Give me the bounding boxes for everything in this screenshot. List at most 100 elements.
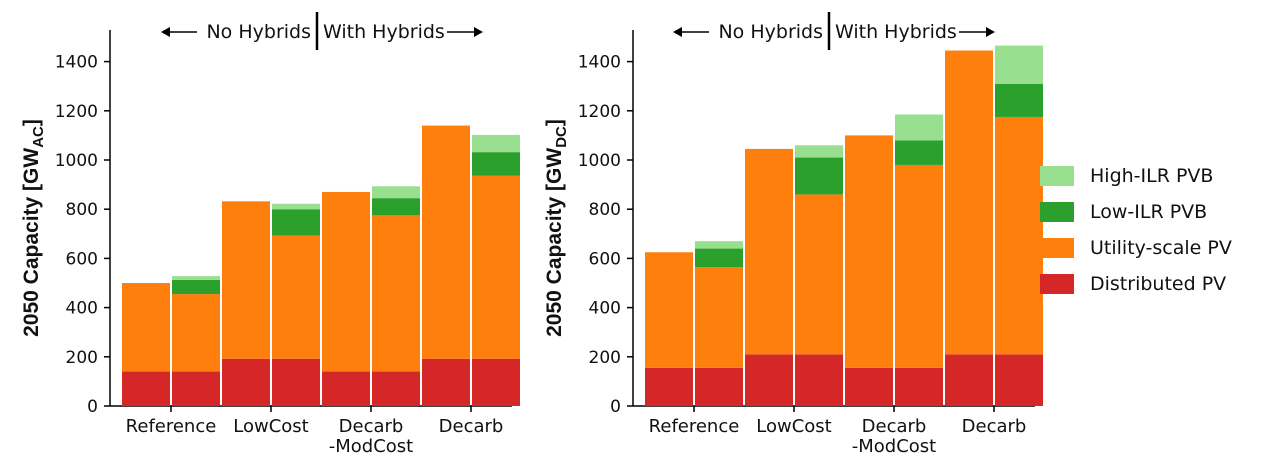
y-tick-label: 0 xyxy=(610,397,621,417)
bar-with-hybrids-low-ilr-pvb xyxy=(995,83,1043,117)
bar-with-hybrids-utility-pv xyxy=(272,235,320,359)
y-tick-label: 200 xyxy=(589,348,621,368)
header-with-hybrids: With Hybrids xyxy=(835,21,957,43)
y-tick-label: 1200 xyxy=(55,102,98,122)
bar-no-hybrids-distributed-pv xyxy=(422,358,470,406)
y-tick-label: 600 xyxy=(589,249,621,269)
bar-with-hybrids-distributed-pv xyxy=(172,371,220,406)
bar-no-hybrids-utility-pv xyxy=(222,201,270,359)
bar-with-hybrids-distributed-pv xyxy=(695,367,743,406)
y-axis-title-subscript: DC xyxy=(553,126,570,148)
right-arrow-head xyxy=(474,27,483,37)
legend-item-low-ilr-pvb: Low-ILR PVB xyxy=(1040,194,1232,230)
y-tick-label: 1000 xyxy=(578,151,621,171)
legend-label-distributed-pv: Distributed PV xyxy=(1090,273,1227,295)
bar-no-hybrids-distributed-pv xyxy=(745,354,793,406)
bar-with-hybrids-utility-pv xyxy=(695,267,743,368)
bar-no-hybrids-distributed-pv xyxy=(845,367,893,406)
y-tick-label: 600 xyxy=(66,249,98,269)
bar-with-hybrids-distributed-pv xyxy=(272,358,320,406)
right-arrow-head xyxy=(986,27,995,37)
bar-no-hybrids-distributed-pv xyxy=(322,371,370,406)
bar-with-hybrids-low-ilr-pvb xyxy=(695,248,743,268)
legend-item-utility-pv: Utility-scale PV xyxy=(1040,230,1232,266)
y-tick-label: 800 xyxy=(589,200,621,220)
chart-panel-1: 0 200 400 600 800 1000 1200 1400 2050 Capacity [… xyxy=(20,12,520,457)
bar-with-hybrids-low-ilr-pvb xyxy=(372,198,420,216)
bar-with-hybrids-high-ilr-pvb xyxy=(472,134,520,153)
x-tick-label: Decarb xyxy=(962,416,1027,437)
bar-no-hybrids-utility-pv xyxy=(122,283,170,372)
bar-with-hybrids-high-ilr-pvb xyxy=(895,114,943,141)
x-tick-label: -ModCost xyxy=(852,436,936,457)
legend-label-high-ilr-pvb: High-ILR PVB xyxy=(1090,165,1214,187)
bar-no-hybrids-utility-pv xyxy=(645,252,693,368)
bar-with-hybrids-high-ilr-pvb xyxy=(795,145,843,158)
y-axis-title-main: 2050 Capacity [GW xyxy=(20,148,43,337)
bar-with-hybrids-utility-pv xyxy=(372,215,420,372)
x-tick-label: Decarb xyxy=(862,416,927,437)
bar-with-hybrids-high-ilr-pvb xyxy=(995,45,1043,84)
y-axis-title-end: ] xyxy=(543,119,566,126)
legend-label-utility-pv: Utility-scale PV xyxy=(1090,237,1232,259)
header-with-hybrids: With Hybrids xyxy=(323,21,445,43)
x-tick-label: -ModCost xyxy=(329,436,413,457)
bar-no-hybrids-utility-pv xyxy=(945,50,993,355)
bar-with-hybrids-low-ilr-pvb xyxy=(895,140,943,165)
bar-with-hybrids-distributed-pv xyxy=(472,358,520,406)
bar-no-hybrids-utility-pv xyxy=(845,135,893,368)
legend-swatch-high-ilr-pvb xyxy=(1040,166,1074,186)
bar-with-hybrids-distributed-pv xyxy=(795,354,843,406)
y-tick-label: 400 xyxy=(589,299,621,319)
legend: High-ILR PVB Low-ILR PVB Utility-scale P… xyxy=(1040,158,1232,302)
header-no-hybrids: No Hybrids xyxy=(718,21,823,43)
y-axis-title-main: 2050 Capacity [GW xyxy=(543,148,566,337)
legend-swatch-distributed-pv xyxy=(1040,274,1074,294)
y-tick-label: 1200 xyxy=(578,102,621,122)
legend-item-high-ilr-pvb: High-ILR PVB xyxy=(1040,158,1232,194)
bar-with-hybrids-high-ilr-pvb xyxy=(272,203,320,210)
bar-with-hybrids-utility-pv xyxy=(472,175,520,359)
left-arrow-head xyxy=(673,27,682,37)
x-tick-label: Reference xyxy=(649,416,740,437)
bar-with-hybrids-high-ilr-pvb xyxy=(372,186,420,199)
y-axis-title: 2050 Capacity [GWAC] xyxy=(20,119,47,337)
legend-item-distributed-pv: Distributed PV xyxy=(1040,266,1232,302)
legend-swatch-low-ilr-pvb xyxy=(1040,202,1074,222)
bar-no-hybrids-distributed-pv xyxy=(122,371,170,406)
x-tick-label: LowCost xyxy=(233,416,308,437)
bar-no-hybrids-distributed-pv xyxy=(222,358,270,406)
bar-no-hybrids-utility-pv xyxy=(422,125,470,359)
y-axis-title-subscript: AC xyxy=(30,126,47,148)
bar-with-hybrids-distributed-pv xyxy=(995,354,1043,406)
bar-with-hybrids-low-ilr-pvb xyxy=(795,157,843,195)
bar-with-hybrids-low-ilr-pvb xyxy=(172,279,220,295)
x-tick-label: Decarb xyxy=(439,416,504,437)
bar-no-hybrids-distributed-pv xyxy=(945,354,993,406)
bar-with-hybrids-utility-pv xyxy=(172,294,220,372)
bar-with-hybrids-high-ilr-pvb xyxy=(695,241,743,249)
y-tick-label: 0 xyxy=(87,397,98,417)
bar-no-hybrids-utility-pv xyxy=(322,191,370,372)
bar-no-hybrids-distributed-pv xyxy=(645,367,693,406)
y-tick-label: 1000 xyxy=(55,151,98,171)
bar-with-hybrids-utility-pv xyxy=(995,116,1043,355)
y-tick-label: 1400 xyxy=(55,53,98,73)
y-tick-label: 1400 xyxy=(578,53,621,73)
legend-swatch-utility-pv xyxy=(1040,238,1074,258)
left-arrow-head xyxy=(161,27,170,37)
y-tick-label: 400 xyxy=(66,299,98,319)
bar-with-hybrids-distributed-pv xyxy=(895,367,943,406)
bar-with-hybrids-distributed-pv xyxy=(372,371,420,406)
bar-with-hybrids-high-ilr-pvb xyxy=(172,276,220,280)
bar-with-hybrids-utility-pv xyxy=(795,194,843,355)
bar-with-hybrids-low-ilr-pvb xyxy=(472,152,520,176)
y-axis-title-end: ] xyxy=(20,119,43,126)
bar-with-hybrids-low-ilr-pvb xyxy=(272,209,320,236)
x-tick-label: Decarb xyxy=(339,416,404,437)
bar-with-hybrids-utility-pv xyxy=(895,164,943,368)
x-tick-label: LowCost xyxy=(756,416,831,437)
y-tick-label: 200 xyxy=(66,348,98,368)
x-tick-label: Reference xyxy=(126,416,217,437)
